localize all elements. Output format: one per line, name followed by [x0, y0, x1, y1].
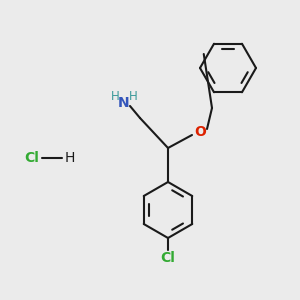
Text: H: H — [111, 91, 119, 103]
Text: H: H — [129, 91, 137, 103]
Text: Cl: Cl — [25, 151, 39, 165]
Text: Cl: Cl — [160, 251, 175, 265]
Text: H: H — [65, 151, 75, 165]
Text: N: N — [118, 96, 130, 110]
Text: O: O — [194, 125, 206, 139]
